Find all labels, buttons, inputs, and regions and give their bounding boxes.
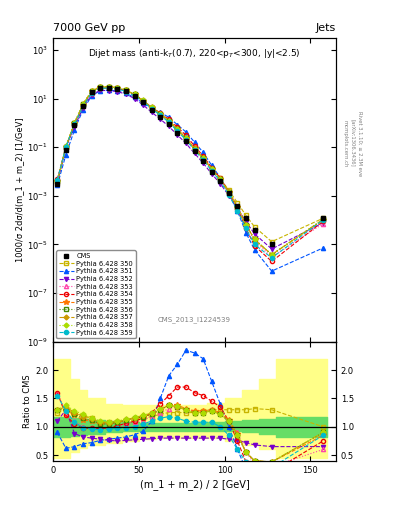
Text: mcmplots.cern.ch: mcmplots.cern.ch bbox=[343, 120, 348, 167]
Text: Jets: Jets bbox=[316, 23, 336, 33]
Text: CMS_2013_I1224539: CMS_2013_I1224539 bbox=[158, 317, 231, 324]
Text: 7000 GeV pp: 7000 GeV pp bbox=[53, 23, 125, 33]
X-axis label: (m_1 + m_2) / 2 [GeV]: (m_1 + m_2) / 2 [GeV] bbox=[140, 479, 250, 490]
Text: [arXiv:1306.3436]: [arXiv:1306.3436] bbox=[351, 119, 356, 167]
Y-axis label: 1000/σ 2dσ/d(m_1 + m_2) [1/GeV]: 1000/σ 2dσ/d(m_1 + m_2) [1/GeV] bbox=[15, 118, 24, 262]
Y-axis label: Ratio to CMS: Ratio to CMS bbox=[23, 374, 32, 428]
Text: Rivet 3.1.10; ≥ 2.3M eve: Rivet 3.1.10; ≥ 2.3M eve bbox=[357, 111, 362, 176]
Legend: CMS, Pythia 6.428 350, Pythia 6.428 351, Pythia 6.428 352, Pythia 6.428 353, Pyt: CMS, Pythia 6.428 350, Pythia 6.428 351,… bbox=[56, 250, 136, 338]
Text: Dijet mass (anti-k$_T$(0.7), 220<p$_T$<300, |y|<2.5): Dijet mass (anti-k$_T$(0.7), 220<p$_T$<3… bbox=[88, 48, 301, 60]
